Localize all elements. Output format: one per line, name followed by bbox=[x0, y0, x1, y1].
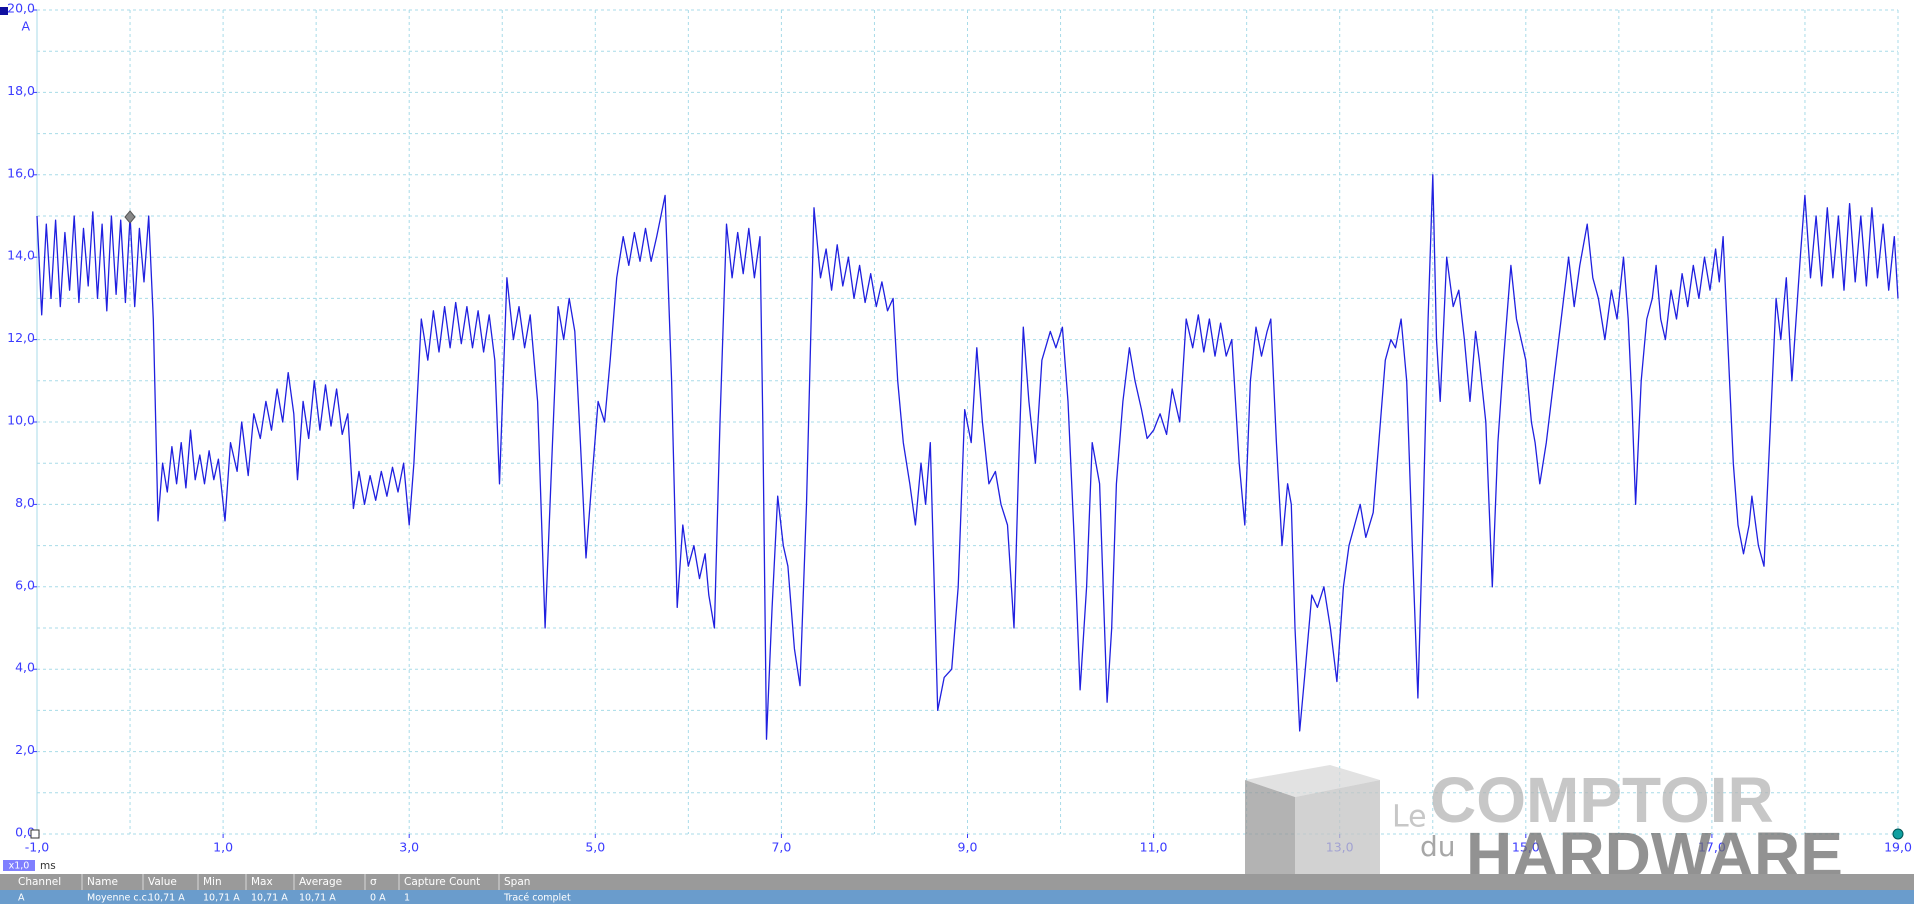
y-unit: A bbox=[21, 19, 30, 34]
y-tick-label: 0,0 bbox=[15, 825, 35, 840]
grid: 0,0 2,0 4,0 6,0 8,0 10,0 12,0 14,0 16,0 18,0 20,0 -… bbox=[7, 1, 1912, 855]
table-header: Average bbox=[299, 876, 342, 888]
table-cell: 1 bbox=[404, 893, 410, 904]
y-tick-label: 10,0 bbox=[7, 413, 35, 428]
table-header: Channel bbox=[18, 876, 61, 888]
watermark-text: du bbox=[1420, 830, 1456, 863]
cube-left bbox=[1245, 780, 1295, 897]
ruler-handle[interactable] bbox=[1892, 828, 1904, 840]
watermark-text: Le bbox=[1392, 800, 1427, 835]
measurements-table: Channel Name Value Min Max Average σ Capture Co… bbox=[18, 874, 571, 904]
x-tick-label: 15,0 bbox=[1512, 840, 1540, 855]
cube-right bbox=[1295, 780, 1380, 897]
table-header: Max bbox=[251, 876, 273, 888]
trace-layer bbox=[36, 174, 1899, 740]
y-tick-label: 16,0 bbox=[7, 165, 35, 180]
cube-top bbox=[1245, 765, 1380, 797]
table-cell: 10,71 A bbox=[203, 893, 240, 904]
table-header: Value bbox=[148, 876, 177, 888]
table-row-bar[interactable] bbox=[0, 890, 1914, 904]
y-tick-label: 14,0 bbox=[7, 248, 35, 263]
table-cell: Moyenne c.c. bbox=[87, 893, 150, 904]
x-tick-label: 9,0 bbox=[958, 840, 978, 855]
y-tick-label: 6,0 bbox=[15, 577, 35, 592]
table-header: Name bbox=[87, 876, 118, 888]
x-tick-label: 7,0 bbox=[771, 840, 791, 855]
y-tick-label: 2,0 bbox=[15, 742, 35, 757]
table-cell: 10,71 A bbox=[148, 893, 185, 904]
y-tick-label: 18,0 bbox=[7, 83, 35, 98]
trigger-marker[interactable] bbox=[124, 210, 136, 224]
channel-marker bbox=[0, 7, 8, 15]
table-header: Min bbox=[203, 876, 222, 888]
y-tick-label: 12,0 bbox=[7, 330, 35, 345]
watermark-logo: Le COMPTOIR du HARDWARE bbox=[1245, 764, 1843, 897]
y-tick-label: 20,0 bbox=[7, 1, 35, 16]
trace-line bbox=[36, 174, 1899, 740]
x-tick-label: 19,0 bbox=[1884, 840, 1912, 855]
table-cell: A bbox=[18, 893, 25, 904]
table-cell: 10,71 A bbox=[299, 893, 336, 904]
table-cell: 10,71 A bbox=[251, 893, 288, 904]
zoom-badge bbox=[3, 860, 35, 871]
origin-handle[interactable] bbox=[30, 829, 40, 839]
x-tick-label: 11,0 bbox=[1140, 840, 1168, 855]
x-tick-label: 5,0 bbox=[585, 840, 605, 855]
table-cell: 0 A bbox=[370, 893, 386, 904]
x-tick-label: -1,0 bbox=[25, 840, 49, 855]
zoom-label: x1,0 bbox=[9, 861, 30, 872]
x-tick-label: 17,0 bbox=[1698, 840, 1726, 855]
x-tick-label: 3,0 bbox=[399, 840, 419, 855]
table-header: Capture Count bbox=[404, 876, 480, 888]
x-tick-label: 1,0 bbox=[213, 840, 233, 855]
table-header-bar bbox=[0, 874, 1914, 890]
watermark-text: COMPTOIR bbox=[1430, 764, 1774, 836]
y-tick-label: 4,0 bbox=[15, 660, 35, 675]
x-unit: ms bbox=[40, 860, 56, 872]
y-tick-label: 8,0 bbox=[15, 495, 35, 510]
table-header: σ bbox=[370, 876, 377, 888]
table-cell: Tracé complet bbox=[503, 893, 571, 904]
table-header: Span bbox=[504, 876, 530, 888]
